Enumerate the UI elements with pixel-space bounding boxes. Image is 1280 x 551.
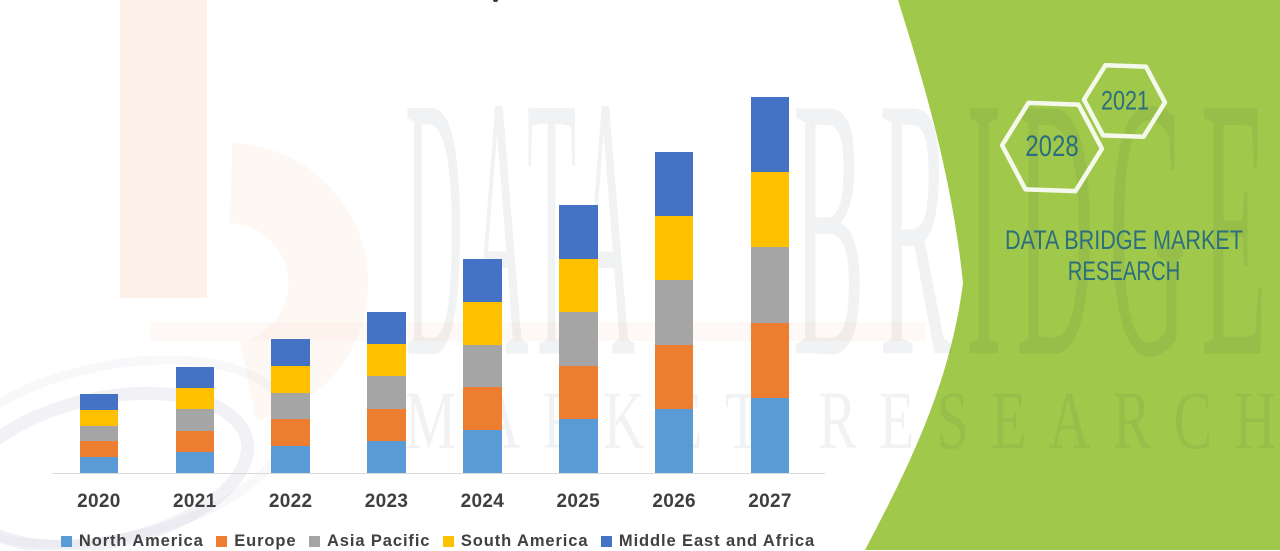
segment-2027-middle-east-and-africa (750, 97, 790, 173)
legend-swatch-icon (442, 536, 454, 547)
x-axis-label-2021: 2021 (173, 491, 217, 512)
x-axis-label-2020: 2020 (77, 491, 121, 512)
segment-2026-europe (654, 344, 694, 409)
segment-2025-middle-east-and-africa (559, 205, 598, 259)
segment-2027-europe (750, 322, 790, 398)
x-axis-label-2023: 2023 (364, 491, 409, 512)
segment-2027-asia-pacific (750, 247, 790, 323)
segment-2027-south-america (750, 172, 790, 248)
segment-2021-south-america (175, 388, 215, 410)
x-axis-line (52, 473, 825, 474)
legend-swatch-icon (308, 536, 320, 547)
segment-2023-north-america (367, 440, 406, 473)
legend-label: Middle East and Africa (618, 532, 816, 550)
segment-2026-south-america (654, 216, 694, 281)
bar-2020 (79, 394, 119, 473)
brand-wordmark-text-line2: RESEARCH (1067, 255, 1180, 286)
hexagon-year-2021: 2021 (1100, 85, 1150, 116)
legend-item-north-america: North America (60, 532, 204, 551)
segment-2024-asia-pacific (463, 344, 502, 388)
segment-2026-asia-pacific (654, 280, 694, 345)
segment-2021-asia-pacific (175, 409, 215, 431)
x-axis-label-2022: 2022 (268, 491, 313, 512)
legend-label: Europe (234, 532, 297, 550)
segment-2025-europe (559, 365, 598, 420)
bar-2022 (271, 339, 310, 473)
legend-swatch-icon (216, 536, 228, 547)
segment-2021-north-america (175, 451, 215, 473)
brand-wordmark-line2: RESEARCH (1048, 255, 1198, 286)
x-axis-label-2024: 2024 (460, 491, 505, 512)
segment-2022-middle-east-and-africa (271, 339, 310, 366)
hexagon-year-2028: 2028 (1025, 130, 1079, 163)
brand-wordmark-text-line1: DATA BRIDGE MARKET (1004, 225, 1243, 255)
brand-wordmark-line1: DATA BRIDGE MARKET (975, 227, 1273, 254)
segment-2024-europe (463, 387, 502, 431)
watermark-market-research: MARKET RESEARCH (405, 374, 1280, 467)
segment-2025-north-america (559, 419, 598, 473)
segment-2022-north-america (271, 446, 310, 473)
segment-2020-middle-east-and-africa (79, 394, 119, 410)
segment-2024-north-america (463, 430, 502, 473)
segment-2020-asia-pacific (79, 425, 119, 442)
legend-swatch-icon (600, 536, 612, 547)
legend-label: North America (78, 532, 204, 550)
segment-2023-middle-east-and-africa (367, 312, 406, 345)
legend-item-asia-pacific: Asia Pacific (308, 532, 431, 551)
segment-2021-middle-east-and-africa (175, 367, 215, 389)
logo-swoosh-band (150, 322, 925, 341)
segment-2026-north-america (654, 408, 694, 473)
cropped-title-remnant (493, 0, 498, 2)
legend-label: Asia Pacific (326, 532, 431, 550)
bar-2026 (654, 152, 694, 473)
chart-legend: North America Europe Asia Pacific South Ame… (0, 532, 876, 551)
segment-2021-europe (175, 430, 215, 452)
bar-2023 (367, 312, 406, 473)
segment-2024-south-america (463, 301, 502, 345)
bar-2025 (559, 205, 598, 473)
green-panel-shape (865, 0, 1280, 550)
segment-2023-south-america (367, 344, 406, 377)
hexagon-outline-2021 (1081, 62, 1168, 140)
legend-item-europe: Europe (216, 532, 296, 551)
legend-label: South America (460, 532, 589, 550)
x-axis-label-2026: 2026 (652, 491, 696, 512)
segment-2023-europe (367, 408, 406, 441)
bar-2021 (175, 367, 215, 473)
segment-2025-asia-pacific (559, 312, 598, 366)
watermark-word-bridge: BRIDGE (793, 23, 1280, 437)
legend-item-middle-east-and-africa: Middle East and Africa (600, 532, 816, 551)
segment-2024-middle-east-and-africa (463, 259, 502, 302)
bar-2024 (463, 259, 502, 473)
x-axis-label-2025: 2025 (556, 491, 600, 512)
logo-b-stem (120, 0, 207, 298)
segment-2027-north-america (750, 397, 790, 473)
segment-2022-south-america (271, 365, 310, 393)
segment-2020-north-america (79, 457, 119, 473)
segment-2022-asia-pacific (271, 392, 310, 420)
segment-2020-south-america (79, 409, 119, 426)
bar-2027 (750, 97, 790, 473)
segment-2023-asia-pacific (367, 376, 406, 409)
legend-swatch-icon (60, 536, 72, 547)
hexagon-outline-2028 (999, 100, 1105, 194)
legend-item-south-america: South America (442, 532, 589, 551)
segment-2020-europe (79, 441, 119, 458)
segment-2022-europe (271, 419, 310, 447)
x-axis-label-2027: 2027 (748, 491, 792, 512)
segment-2025-south-america (559, 258, 598, 313)
segment-2026-middle-east-and-africa (654, 152, 694, 217)
